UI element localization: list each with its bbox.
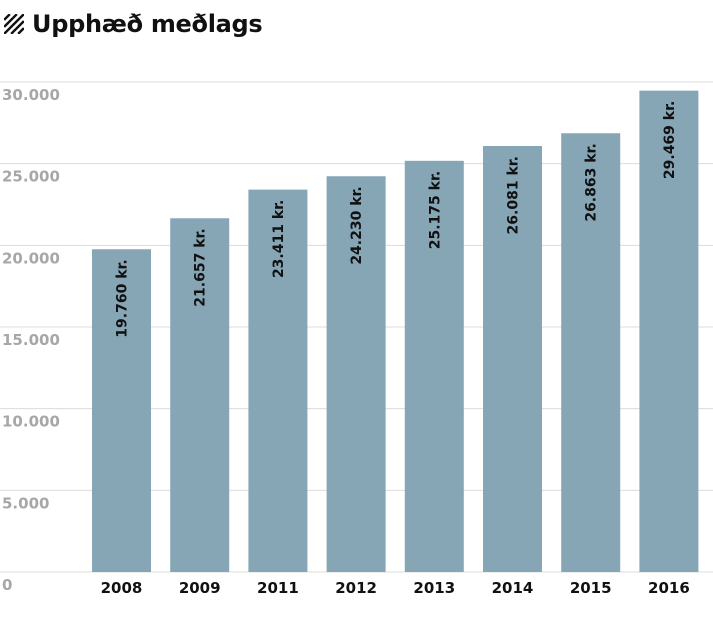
bars <box>92 90 699 573</box>
bar <box>404 160 464 572</box>
data-labels: 19.760 kr. 21.657 kr. 23.411 kr. 24.230 kr.… <box>115 101 678 338</box>
data-label: 26.081 kr. <box>506 156 522 234</box>
x-tick-label: 2013 <box>413 579 455 597</box>
y-tick-label: 15.000 <box>2 331 60 349</box>
bar <box>483 146 542 573</box>
bar <box>248 189 308 572</box>
data-label: 19.760 kr. <box>115 259 131 337</box>
data-label: 26.863 kr. <box>584 143 600 221</box>
y-tick-label: 20.000 <box>2 249 60 267</box>
chart-header: Upphæð meðlags <box>3 6 263 42</box>
bar <box>170 218 230 573</box>
x-tick-label: 2012 <box>335 579 377 597</box>
y-tick-label: 5.000 <box>2 494 49 512</box>
bar <box>561 133 621 572</box>
data-label: 29.469 kr. <box>662 101 678 179</box>
y-tick-label: 25.000 <box>2 168 60 186</box>
x-tick-label: 2016 <box>648 579 690 597</box>
x-tick-label: 2008 <box>101 579 143 597</box>
chart-title: Upphæð meðlags <box>32 10 263 38</box>
hatch-icon <box>3 13 25 35</box>
bar <box>639 90 699 572</box>
data-label: 24.230 kr. <box>349 186 365 264</box>
y-tick-label: 10.000 <box>2 413 60 431</box>
bar <box>326 176 386 572</box>
data-label: 23.411 kr. <box>271 200 287 278</box>
x-tick-label: 2014 <box>492 579 534 597</box>
bar <box>92 249 151 572</box>
data-label: 21.657 kr. <box>193 228 209 306</box>
x-tick-label: 2015 <box>570 579 612 597</box>
x-axis-ticks: 2008 2009 2011 2012 2013 2014 2015 2016 <box>101 579 690 597</box>
x-tick-label: 2011 <box>257 579 299 597</box>
y-tick-label: 0 <box>2 576 12 594</box>
y-axis-ticks: 0 5.000 10.000 15.000 20.000 25.000 30.000 <box>2 86 60 594</box>
y-tick-label: 30.000 <box>2 86 60 104</box>
x-tick-label: 2009 <box>179 579 221 597</box>
data-label: 25.175 kr. <box>427 171 443 249</box>
